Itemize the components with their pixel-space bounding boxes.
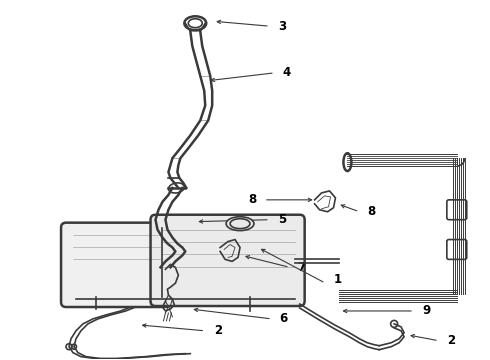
Text: 7: 7 xyxy=(297,261,306,274)
Text: 2: 2 xyxy=(447,334,455,347)
Text: 8: 8 xyxy=(367,205,375,218)
Ellipse shape xyxy=(226,217,254,231)
Text: 8: 8 xyxy=(248,193,256,206)
Text: 2: 2 xyxy=(214,324,222,337)
Text: 9: 9 xyxy=(423,305,431,318)
Text: 1: 1 xyxy=(333,273,342,286)
FancyBboxPatch shape xyxy=(61,223,171,307)
FancyBboxPatch shape xyxy=(150,215,305,306)
Text: 5: 5 xyxy=(278,213,286,226)
Text: 4: 4 xyxy=(283,66,291,79)
Text: 6: 6 xyxy=(280,312,288,325)
Text: 3: 3 xyxy=(278,20,286,33)
